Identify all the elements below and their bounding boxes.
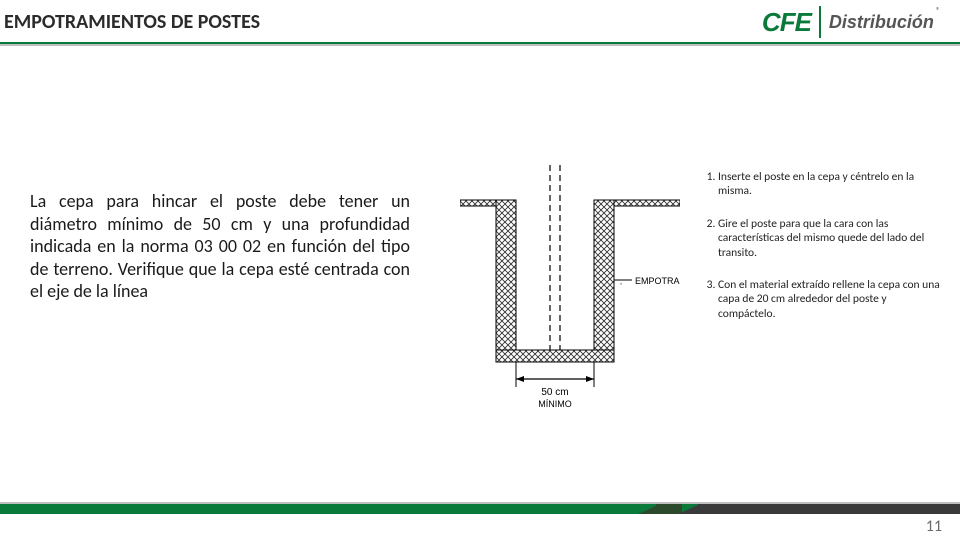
pit-diagram: , EMPOTRAMIENTO 50 cm MÍNIMO bbox=[460, 165, 680, 415]
instruction-list: Inserte el poste en la cepa y céntrelo e… bbox=[700, 170, 940, 339]
brand-logo: CFE Distribución ® bbox=[762, 2, 940, 42]
diagram-dim-sub: MÍNIMO bbox=[538, 399, 572, 409]
logo-registered-icon: ® bbox=[936, 6, 940, 16]
slide: EMPOTRAMIENTOS DE POSTES CFE Distribució… bbox=[0, 0, 960, 540]
instruction-item: Con el material extraído rellene la cepa… bbox=[718, 278, 940, 321]
logo-sub-text: Distribución bbox=[829, 12, 934, 33]
diagram-dim-value: 50 cm bbox=[541, 387, 568, 398]
instruction-item: Inserte el poste en la cepa y céntrelo e… bbox=[718, 170, 940, 199]
footer-accent-wedge-grey bbox=[678, 504, 700, 514]
diagram-label-empotramiento: EMPOTRAMIENTO bbox=[635, 276, 680, 286]
footer-accent-block-grey bbox=[698, 504, 960, 514]
logo-brand-text: CFE bbox=[762, 7, 811, 38]
logo-divider bbox=[819, 6, 821, 38]
slide-title: EMPOTRAMIENTOS DE POSTES bbox=[4, 10, 260, 34]
page-number: 11 bbox=[926, 517, 942, 536]
svg-text:,: , bbox=[620, 277, 622, 287]
body-paragraph: La cepa para hincar el poste debe tener … bbox=[30, 190, 410, 303]
instruction-item: Gire el poste para que la cara con las c… bbox=[718, 217, 940, 260]
header-rule bbox=[0, 42, 960, 46]
